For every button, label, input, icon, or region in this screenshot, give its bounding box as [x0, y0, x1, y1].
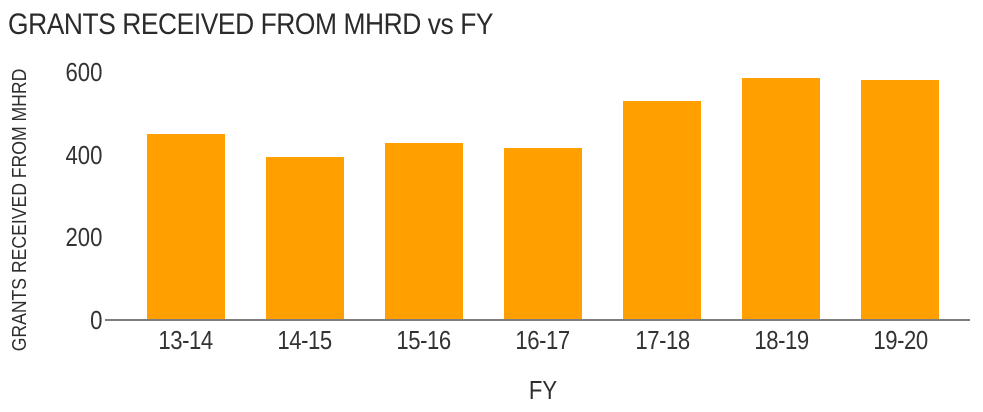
x-tick-label-19-20: 19-20 [873, 325, 928, 355]
bar-13-14[interactable] [146, 134, 225, 320]
bar-17-18[interactable] [623, 100, 702, 320]
bar-slot [364, 72, 483, 320]
y-tick-label-600: 600 [65, 57, 102, 87]
x-tick-label-15-16: 15-16 [396, 325, 452, 355]
y-tick-label-200: 200 [65, 222, 102, 252]
bar-slot [722, 72, 841, 320]
x-tick-label-13-14: 13-14 [158, 325, 213, 355]
y-tick-label-0: 0 [89, 304, 102, 335]
bar-16-17[interactable] [503, 148, 582, 320]
bar-slot [483, 72, 602, 320]
x-tick-label-16-17: 16-17 [515, 325, 571, 355]
bar-slot [603, 72, 722, 320]
x-tick-label-18-19: 18-19 [754, 325, 809, 355]
bar-slot [245, 72, 364, 320]
bar-slot [126, 72, 245, 320]
x-axis-title: FY [528, 375, 558, 405]
x-tick-label-14-15: 14-15 [277, 325, 333, 355]
x-axis-line [105, 318, 970, 321]
bar-14-15[interactable] [265, 156, 344, 320]
x-axis-tick-labels: 13-14 14-15 15-16 16-17 17-18 18-19 19-20 [126, 327, 960, 353]
chart-title: GRANTS RECEIVED FROM MHRD vs FY [8, 8, 494, 41]
plot-area [126, 72, 960, 320]
y-axis-tick-labels: 0 200 400 600 [0, 0, 102, 412]
x-tick-label-17-18: 17-18 [634, 325, 690, 355]
bar-slot [841, 72, 960, 320]
bar-19-20[interactable] [861, 80, 940, 320]
y-tick-label-400: 400 [65, 139, 102, 170]
bar-18-19[interactable] [742, 78, 821, 320]
bar-15-16[interactable] [384, 143, 463, 320]
